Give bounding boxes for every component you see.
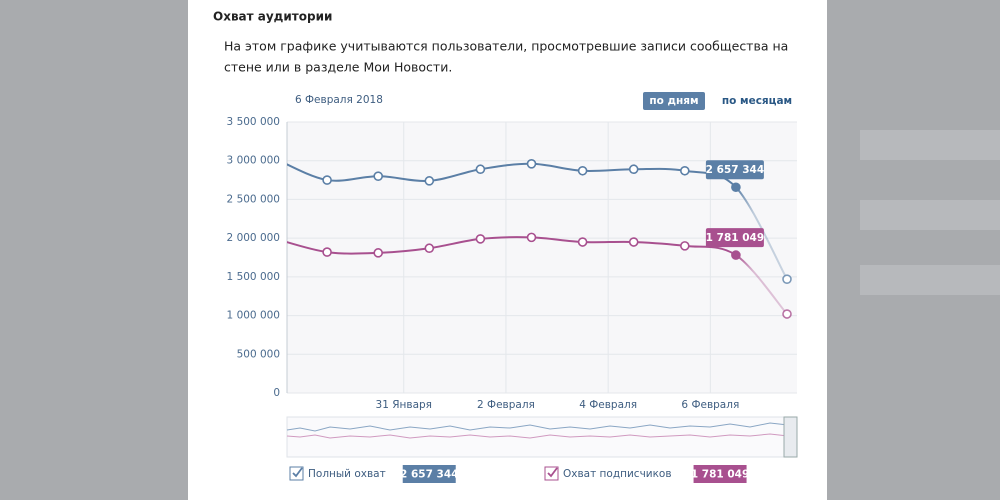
modal-title: Охват аудитории: [213, 10, 332, 24]
description: На этом графике учитываются пользователи…: [224, 39, 788, 54]
y-tick-label: 500 000: [237, 348, 280, 360]
legend-check: [292, 467, 303, 478]
value-label-box: [705, 160, 764, 180]
point[interactable]: [526, 159, 537, 169]
point[interactable]: [475, 164, 486, 175]
y-tick-label: 0: [273, 387, 280, 399]
point[interactable]: [424, 176, 435, 186]
value-label-box: [705, 228, 764, 248]
x-tick-label: 2 Февраля: [477, 399, 535, 411]
point[interactable]: [782, 274, 792, 284]
point[interactable]: [373, 171, 384, 181]
bg-field: [860, 265, 1000, 295]
point[interactable]: [731, 182, 741, 193]
bg-field: [860, 200, 1000, 230]
point[interactable]: [679, 241, 690, 251]
point[interactable]: [475, 234, 486, 244]
legend-check: [547, 467, 558, 478]
point[interactable]: [322, 175, 332, 185]
point[interactable]: [782, 309, 792, 319]
bg-field: [860, 130, 1000, 160]
navigator-line: [286, 433, 798, 439]
point[interactable]: [424, 243, 435, 254]
y-tick-label: 3 500 000: [227, 116, 280, 128]
point[interactable]: [322, 247, 332, 257]
point[interactable]: [679, 165, 690, 176]
point[interactable]: [526, 232, 537, 243]
x-tick-label: 6 Февраля: [681, 399, 739, 411]
value-label: 2 657 344: [706, 164, 764, 176]
x-tick-label: 31 Января: [376, 399, 432, 411]
y-tick-label: 1 000 000: [227, 310, 280, 322]
button-days[interactable]: [643, 92, 705, 110]
date: 6 Февраля 2018: [295, 94, 383, 106]
point[interactable]: [628, 164, 639, 175]
description: стене или в разделе Мои Новости.: [224, 60, 452, 75]
legend-badge: [693, 465, 747, 483]
legend-value: 1 781 049: [691, 469, 749, 481]
point[interactable]: [628, 237, 639, 247]
legend-label[interactable]: Охват подписчиков: [563, 468, 672, 480]
navigator-handle[interactable]: [783, 416, 798, 458]
button-label[interactable]: по дням: [649, 95, 698, 107]
value-label: 1 781 049: [706, 232, 764, 244]
button-months[interactable]: по месяцам: [722, 95, 792, 107]
legend-badge: [402, 465, 456, 483]
y-tick-label: 1 500 000: [227, 271, 280, 283]
navigator-line: [286, 422, 798, 432]
y-tick-label: 3 000 000: [227, 155, 280, 167]
point[interactable]: [577, 165, 588, 176]
point[interactable]: [373, 248, 384, 258]
y-tick-label: 2 500 000: [227, 193, 280, 205]
x-tick-label: 4 Февраля: [579, 399, 637, 411]
legend-label[interactable]: Полный охват: [308, 468, 386, 480]
point[interactable]: [731, 250, 741, 260]
y-tick-label: 2 000 000: [227, 232, 280, 244]
point[interactable]: [577, 237, 588, 247]
legend-value: 2 657 344: [400, 469, 458, 481]
